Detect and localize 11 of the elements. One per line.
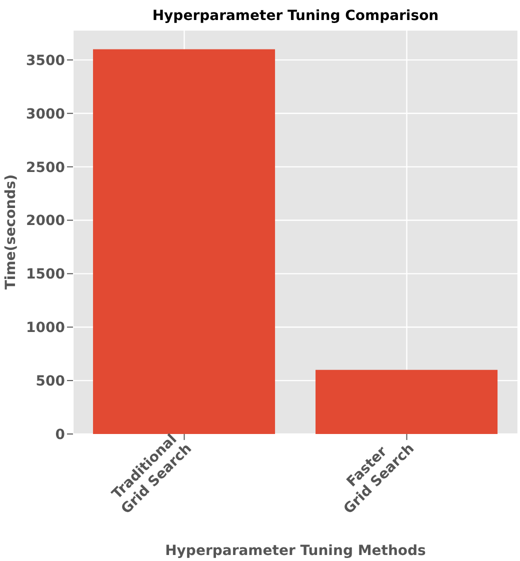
y-tick-label: 1500	[26, 266, 66, 283]
y-tick-label: 3000	[26, 106, 66, 122]
y-tick-label: 3500	[26, 52, 66, 69]
y-axis-title: Time(seconds)	[2, 174, 19, 290]
y-tick-label: 500	[36, 374, 66, 390]
chart-title: Hyperparameter Tuning Comparison	[151, 8, 440, 24]
y-tick-label: 2000	[26, 213, 66, 230]
y-tick-label: 1000	[26, 320, 66, 336]
y-tick-label: 2500	[26, 160, 66, 176]
y-tick-label: 0	[55, 426, 66, 443]
x-axis-title: Hyperparameter Tuning Methods	[165, 543, 426, 559]
